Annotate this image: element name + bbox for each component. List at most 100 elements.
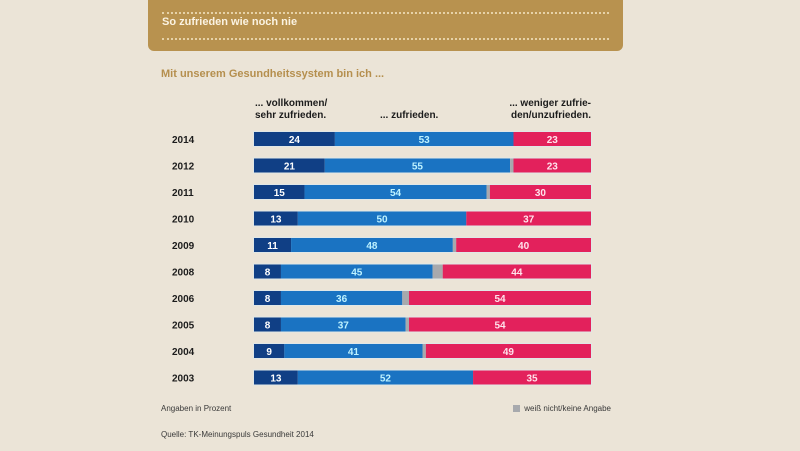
value-label: 24 (289, 135, 301, 146)
value-label: 23 (547, 162, 559, 173)
bar-segment-less-satisfied (456, 238, 591, 252)
bar-segment-no-answer (486, 185, 490, 199)
value-label: 54 (494, 294, 506, 305)
bar-row-2012: 2012 21 55 23 (172, 157, 592, 174)
bar-segment-very-satisfied (254, 238, 292, 252)
value-label: 48 (366, 241, 378, 252)
bar-segment-very-satisfied (254, 317, 281, 332)
value-label: 8 (265, 268, 271, 279)
bar-segment-no-answer (422, 344, 426, 358)
value-label: 23 (547, 135, 559, 146)
bar-row-2003: 2003 13 52 35 (172, 369, 592, 386)
bar-segment-less-satisfied (425, 344, 591, 358)
year-label: 2008 (172, 268, 195, 279)
bar-row-2008: 2008 8 45 44 (172, 263, 592, 280)
year-label: 2011 (172, 188, 194, 199)
value-label: 15 (274, 188, 286, 199)
value-label: 44 (511, 268, 523, 279)
bar-row-2004: 2004 9 41 49 (172, 343, 592, 359)
column-header-line: ... weniger zufrie- (509, 98, 591, 109)
year-label: 2014 (172, 135, 195, 146)
bar-segment-no-answer (405, 317, 410, 332)
bar-row-2010: 2010 13 50 37 (172, 210, 592, 227)
column-header-line: den/unzufrieden. (511, 110, 591, 121)
column-header-satisfied: ... zufrieden. (380, 110, 439, 121)
bar-row-2014: 2014 24 53 23 (172, 131, 592, 147)
year-label: 2006 (172, 294, 195, 305)
value-label: 40 (518, 241, 530, 252)
value-label: 54 (390, 188, 402, 199)
bar-row-2009: 2009 11 48 40 (172, 237, 592, 253)
bar-segment-no-answer (452, 238, 457, 252)
bar-segment-satisfied (324, 158, 511, 173)
value-label: 54 (494, 321, 506, 332)
column-header-line: ... vollkommen/ (255, 98, 328, 109)
bar-segment-less-satisfied (409, 291, 591, 305)
bar-segment-satisfied (280, 291, 403, 305)
legend-label-no-answer: weiß nicht/keine Angabe (524, 404, 611, 413)
value-label: 52 (380, 374, 392, 385)
header-dotted-rule-top (162, 12, 609, 14)
header-dotted-rule-bottom (162, 38, 609, 40)
bar-row-2006: 2006 8 36 54 (172, 290, 592, 306)
bar-segment-satisfied (334, 132, 514, 146)
value-label: 45 (351, 268, 363, 279)
year-label: 2010 (172, 215, 195, 226)
bar-row-2005: 2005 8 37 54 (172, 316, 592, 333)
year-label: 2009 (172, 241, 195, 252)
bar-row-2011: 2011 15 54 30 (172, 184, 592, 200)
bar-segment-very-satisfied (254, 264, 281, 279)
chart-subtitle: Mit unserem Gesundheitssystem bin ich ..… (161, 68, 385, 80)
year-label: 2004 (172, 347, 195, 358)
year-label: 2012 (172, 162, 195, 173)
value-label: 55 (412, 162, 424, 173)
column-header-line: sehr zufrieden. (255, 110, 327, 121)
bar-segment-less-satisfied (473, 370, 591, 385)
value-label: 21 (284, 162, 296, 173)
year-label: 2003 (172, 374, 195, 385)
bar-segment-less-satisfied (466, 211, 591, 226)
bar-segment-satisfied (297, 211, 467, 226)
bar-segment-no-answer (510, 158, 514, 173)
bar-segment-less-satisfied (513, 158, 591, 173)
bar-segment-less-satisfied (513, 132, 591, 146)
source-note: Quelle: TK-Meinungspuls Gesundheit 2014 (161, 430, 314, 439)
value-label: 8 (265, 321, 271, 332)
value-label: 37 (338, 321, 350, 332)
bar-segment-very-satisfied (254, 211, 298, 226)
bar-segment-very-satisfied (254, 291, 281, 305)
bar-segment-satisfied (297, 370, 474, 385)
legend: weiß nicht/keine Angabe (513, 404, 611, 413)
value-label: 49 (503, 347, 515, 358)
value-label: 9 (266, 347, 272, 358)
bar-segment-satisfied (284, 344, 423, 358)
bar-segment-very-satisfied (254, 132, 335, 146)
bar-segment-satisfied (280, 317, 406, 332)
value-label: 13 (270, 374, 282, 385)
bar-segment-less-satisfied (409, 317, 591, 332)
column-header-very-satisfied: ... vollkommen/ sehr zufrieden. (255, 98, 327, 122)
bar-segment-no-answer (432, 264, 443, 279)
value-label: 13 (270, 215, 282, 226)
bar-segment-satisfied (304, 185, 487, 199)
chart-title: So zufrieden wie noch nie (162, 16, 298, 28)
value-label: 37 (523, 215, 535, 226)
legend-swatch-no-answer (513, 405, 521, 412)
chart-header: So zufrieden wie noch nie (148, 0, 623, 51)
unit-note: Angaben in Prozent (161, 404, 232, 413)
bar-segment-no-answer (402, 291, 410, 305)
bar-segment-less-satisfied (489, 185, 591, 199)
value-label: 53 (419, 135, 431, 146)
bar-segment-very-satisfied (254, 344, 285, 358)
year-label: 2005 (172, 321, 195, 332)
bar-segment-satisfied (280, 264, 433, 279)
value-label: 11 (267, 241, 278, 252)
value-label: 50 (376, 215, 388, 226)
value-label: 41 (348, 347, 360, 358)
value-label: 36 (336, 294, 348, 305)
bar-segment-very-satisfied (254, 158, 325, 173)
bar-segment-less-satisfied (442, 264, 591, 279)
value-label: 30 (535, 188, 547, 199)
bar-segment-very-satisfied (254, 370, 298, 385)
